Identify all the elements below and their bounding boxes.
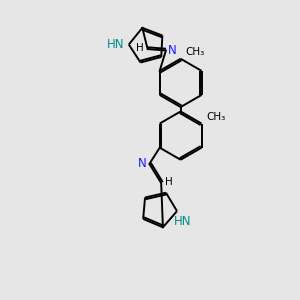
Text: H: H bbox=[136, 43, 144, 52]
Text: N: N bbox=[138, 158, 147, 170]
Text: HN: HN bbox=[173, 214, 191, 228]
Text: N: N bbox=[168, 44, 177, 57]
Text: CH₃: CH₃ bbox=[185, 47, 204, 57]
Text: CH₃: CH₃ bbox=[206, 112, 225, 122]
Text: HN: HN bbox=[107, 38, 124, 51]
Text: H: H bbox=[165, 176, 173, 187]
